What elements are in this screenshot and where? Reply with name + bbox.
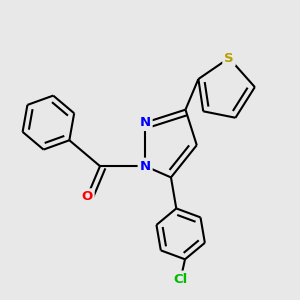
Text: N: N — [140, 160, 151, 172]
Text: N: N — [140, 116, 151, 129]
Text: Cl: Cl — [173, 272, 188, 286]
Text: O: O — [82, 190, 93, 203]
Text: S: S — [224, 52, 234, 64]
